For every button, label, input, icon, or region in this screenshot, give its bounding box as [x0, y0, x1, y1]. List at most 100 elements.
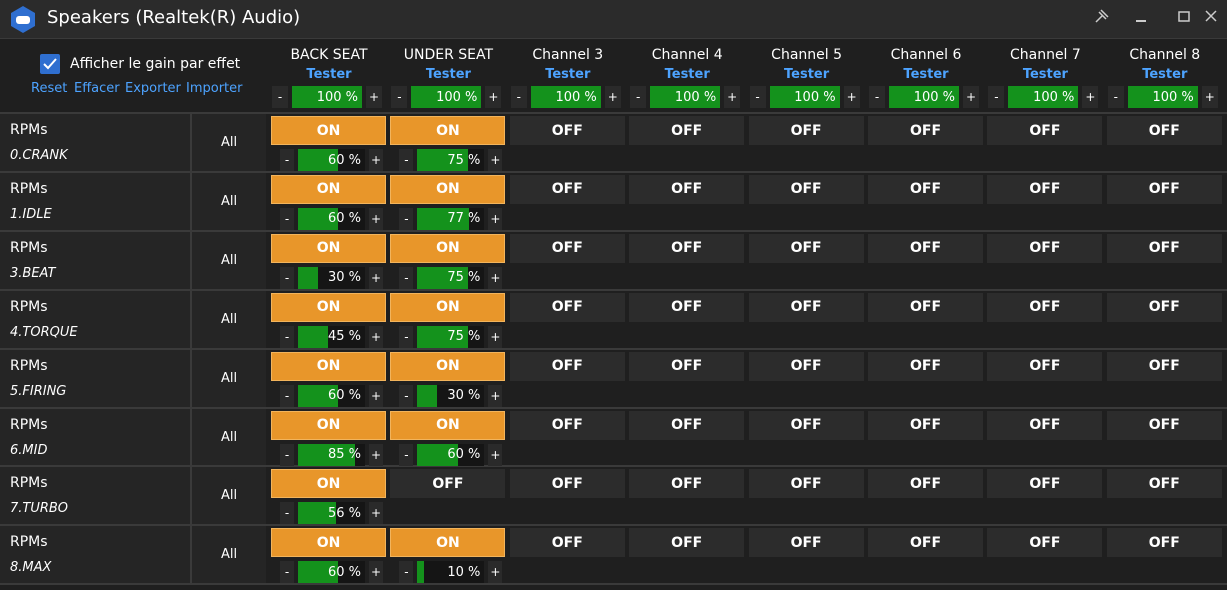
toggle-button[interactable]: OFF — [748, 351, 864, 381]
toggle-button[interactable]: OFF — [1106, 116, 1222, 145]
plus-button[interactable]: + — [488, 384, 503, 407]
toggle-button[interactable]: ON — [271, 292, 386, 322]
minus-button[interactable]: - — [280, 502, 294, 525]
minus-button[interactable]: - — [280, 443, 294, 466]
toggle-button[interactable]: OFF — [868, 410, 983, 440]
toggle-button[interactable]: ON — [271, 410, 386, 440]
plus-button[interactable]: + — [369, 325, 383, 348]
minus-button[interactable]: - — [280, 325, 294, 348]
plus-button[interactable]: + — [369, 266, 383, 289]
test-link[interactable]: Tester — [306, 67, 352, 82]
toggle-button[interactable]: OFF — [987, 351, 1103, 381]
toggle-button[interactable]: OFF — [390, 469, 506, 499]
minus-button[interactable]: - — [399, 443, 414, 466]
toggle-button[interactable]: OFF — [748, 174, 864, 204]
toggle-button[interactable]: OFF — [509, 410, 625, 440]
plus-button[interactable]: + — [369, 561, 383, 584]
toggle-button[interactable]: OFF — [509, 233, 625, 263]
toggle-button[interactable]: ON — [390, 116, 506, 145]
toggle-button[interactable]: ON — [390, 410, 506, 440]
plus-button[interactable]: + — [369, 384, 383, 407]
toggle-button[interactable]: OFF — [1106, 528, 1222, 558]
link[interactable]: Effacer — [74, 81, 120, 96]
minus-button[interactable]: - — [280, 384, 294, 407]
minus-button[interactable]: - — [1107, 86, 1124, 108]
toggle-button[interactable]: OFF — [629, 528, 745, 558]
toggle-button[interactable]: OFF — [987, 116, 1103, 145]
toggle-button[interactable]: OFF — [509, 116, 625, 145]
toggle-button[interactable]: OFF — [629, 233, 745, 263]
toggle-button[interactable]: OFF — [1106, 292, 1222, 322]
toggle-button[interactable]: OFF — [509, 351, 625, 381]
toggle-button[interactable]: ON — [271, 116, 386, 145]
toggle-button[interactable]: OFF — [748, 292, 864, 322]
plus-button[interactable]: + — [488, 325, 503, 348]
window-controls[interactable] — [1088, 6, 1218, 30]
plus-button[interactable]: + — [488, 266, 503, 289]
toggle-button[interactable]: OFF — [987, 233, 1103, 263]
toggle-button[interactable]: OFF — [868, 292, 983, 322]
toggle-button[interactable]: OFF — [748, 233, 864, 263]
toggle-button[interactable]: ON — [390, 233, 506, 263]
toggle-button[interactable]: OFF — [987, 174, 1103, 204]
toggle-button[interactable]: OFF — [987, 469, 1103, 499]
toggle-button[interactable]: OFF — [868, 469, 983, 499]
toggle-button[interactable]: OFF — [629, 174, 745, 204]
test-link[interactable]: Tester — [1022, 67, 1068, 82]
test-link[interactable]: Tester — [903, 67, 949, 82]
test-link[interactable]: Tester — [545, 67, 591, 82]
toggle-button[interactable]: OFF — [1106, 233, 1222, 263]
minus-button[interactable]: - — [399, 325, 414, 348]
toggle-button[interactable]: OFF — [629, 410, 745, 440]
plus-button[interactable]: + — [369, 502, 383, 525]
toggle-button[interactable]: OFF — [748, 469, 864, 499]
test-link[interactable]: Tester — [425, 67, 471, 82]
toggle-button[interactable]: ON — [390, 528, 506, 558]
minus-button[interactable]: - — [399, 384, 414, 407]
link[interactable]: Importer — [186, 81, 243, 96]
plus-button[interactable]: + — [488, 443, 503, 466]
test-link[interactable]: Tester — [784, 67, 830, 82]
minus-button[interactable]: - — [988, 86, 1005, 108]
toggle-button[interactable]: OFF — [868, 528, 983, 558]
plus-button[interactable]: + — [604, 86, 621, 108]
toggle-button[interactable]: OFF — [629, 351, 745, 381]
checkbox[interactable] — [40, 54, 60, 74]
toggle-button[interactable]: ON — [271, 174, 386, 204]
toggle-button[interactable]: ON — [390, 351, 506, 381]
plus-button[interactable]: + — [488, 561, 503, 584]
plus-button[interactable]: + — [963, 86, 979, 108]
link[interactable]: Exporter — [125, 81, 181, 96]
minus-button[interactable]: - — [399, 149, 414, 171]
toggle-button[interactable]: ON — [390, 292, 506, 322]
minus-button[interactable]: - — [280, 266, 294, 289]
plus-button[interactable]: + — [488, 207, 503, 230]
plus-button[interactable]: + — [485, 86, 502, 108]
toggle-button[interactable]: OFF — [1106, 410, 1222, 440]
plus-button[interactable]: + — [366, 86, 382, 108]
toggle-button[interactable]: OFF — [629, 469, 745, 499]
toggle-button[interactable]: OFF — [868, 233, 983, 263]
toggle-button[interactable]: OFF — [987, 292, 1103, 322]
toggle-button[interactable]: OFF — [509, 292, 625, 322]
plus-button[interactable]: + — [1082, 86, 1099, 108]
minus-button[interactable]: - — [399, 561, 414, 584]
minus-button[interactable]: - — [399, 266, 414, 289]
plus-button[interactable]: + — [724, 86, 741, 108]
toggle-button[interactable]: OFF — [1106, 469, 1222, 499]
toggle-button[interactable]: OFF — [987, 410, 1103, 440]
test-link[interactable]: Tester — [1142, 67, 1188, 82]
plus-button[interactable]: + — [488, 149, 503, 171]
toggle-button[interactable]: OFF — [1106, 174, 1222, 204]
plus-button[interactable]: + — [369, 149, 383, 171]
toggle-button[interactable]: ON — [271, 469, 386, 499]
minus-button[interactable]: - — [510, 86, 527, 108]
toggle-button[interactable]: ON — [271, 233, 386, 263]
toggle-button[interactable]: OFF — [868, 116, 983, 145]
toggle-button[interactable]: ON — [271, 528, 386, 558]
toggle-button[interactable]: ON — [390, 174, 506, 204]
minus-button[interactable]: - — [280, 561, 294, 584]
toggle-button[interactable]: OFF — [509, 174, 625, 204]
toggle-button[interactable]: OFF — [629, 116, 745, 145]
toggle-button[interactable]: OFF — [748, 528, 864, 558]
